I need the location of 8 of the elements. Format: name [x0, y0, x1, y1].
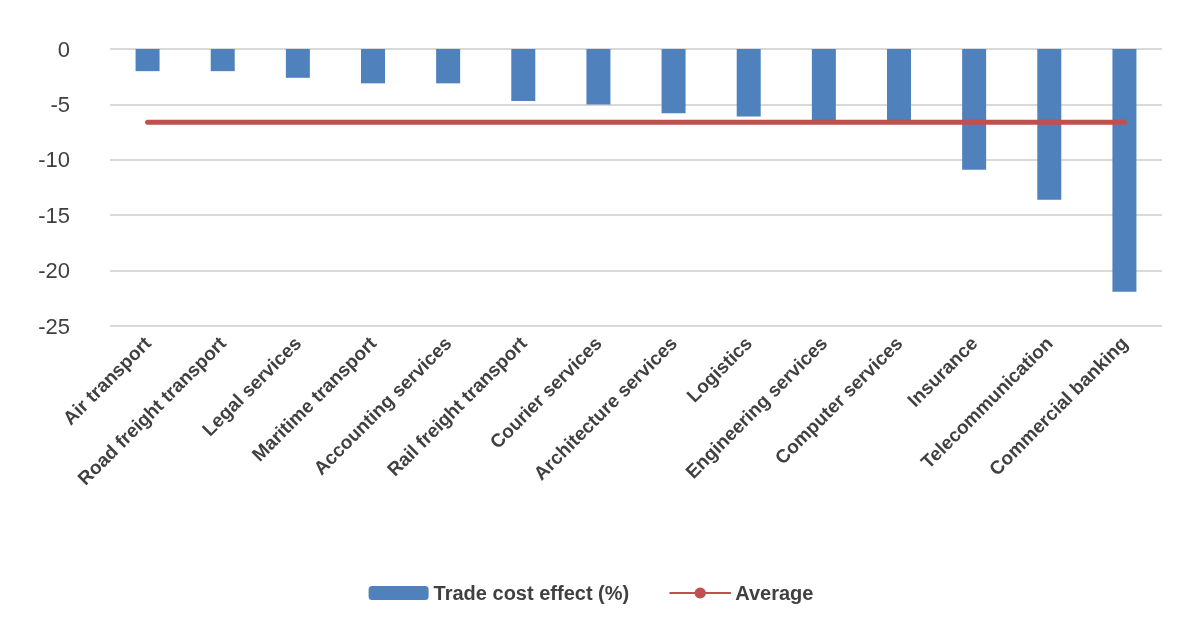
- y-tick-label: -20: [38, 258, 70, 284]
- y-tick-label: -15: [38, 202, 70, 228]
- legend-label: Average: [735, 582, 814, 604]
- y-tick-label: 0: [57, 36, 70, 62]
- y-tick-label: -10: [38, 147, 70, 173]
- y-tick-label: -5: [50, 91, 70, 117]
- legend-label: Trade cost effect (%): [433, 582, 630, 604]
- y-tick-label: -25: [38, 313, 70, 339]
